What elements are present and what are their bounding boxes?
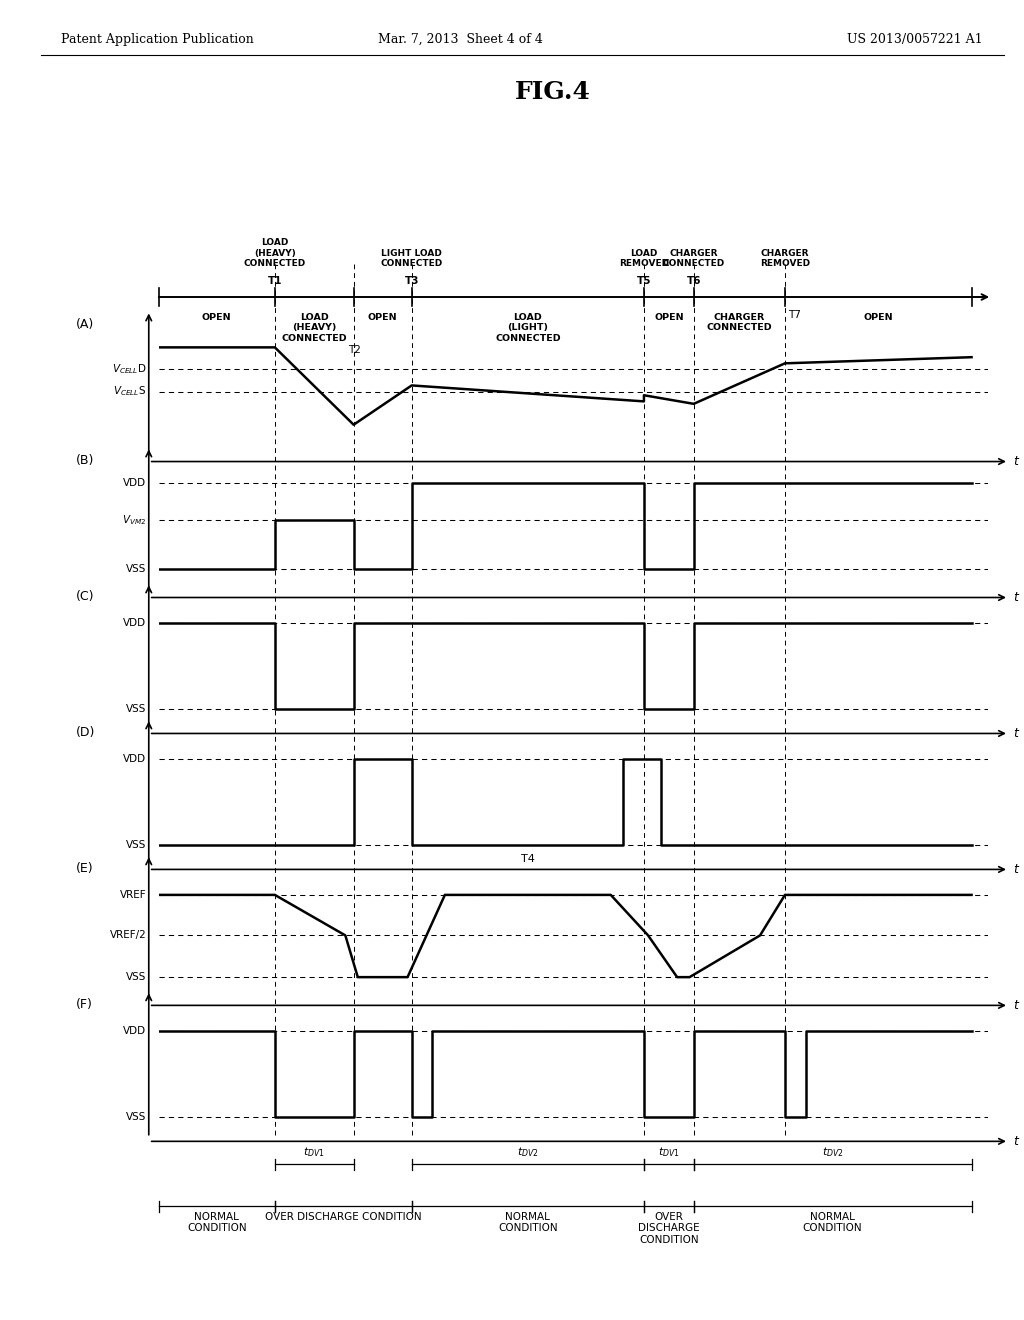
Text: t: t [1013,455,1018,469]
Text: LOAD
(HEAVY)
CONNECTED: LOAD (HEAVY) CONNECTED [244,238,306,268]
Text: OPEN: OPEN [654,313,684,322]
Text: T4: T4 [521,854,535,865]
Text: Patent Application Publication: Patent Application Publication [61,33,254,46]
Text: VDD: VDD [123,618,146,628]
Text: VSS: VSS [126,564,146,574]
Text: $t_{DV2}$: $t_{DV2}$ [517,1146,539,1159]
Text: Mar. 7, 2013  Sheet 4 of 4: Mar. 7, 2013 Sheet 4 of 4 [378,33,544,46]
Text: t: t [1013,727,1018,741]
Text: LIGHT LOAD
CONNECTED: LIGHT LOAD CONNECTED [381,248,442,268]
Text: t: t [1013,863,1018,876]
Text: CHARGER
CONNECTED: CHARGER CONNECTED [707,313,772,333]
Text: VSS: VSS [126,1111,146,1122]
Text: VREF/2: VREF/2 [110,931,146,940]
Text: VDD: VDD [123,1026,146,1036]
Text: (D): (D) [76,726,95,739]
Text: OPEN: OPEN [368,313,397,322]
Text: t: t [1013,1135,1018,1148]
Text: T7: T7 [788,310,801,321]
Text: VSS: VSS [126,704,146,714]
Text: (A): (A) [76,318,94,331]
Text: $t_{DV1}$: $t_{DV1}$ [303,1146,326,1159]
Text: US 2013/0057221 A1: US 2013/0057221 A1 [848,33,983,46]
Text: LOAD
REMOVED: LOAD REMOVED [618,248,669,268]
Text: t: t [1013,999,1018,1012]
Text: T5: T5 [637,276,651,286]
Text: OVER DISCHARGE CONDITION: OVER DISCHARGE CONDITION [265,1212,422,1222]
Text: $V_{CELL}$D: $V_{CELL}$D [112,363,146,376]
Text: (B): (B) [76,454,94,467]
Text: VSS: VSS [126,840,146,850]
Text: $V_{VM2}$: $V_{VM2}$ [122,513,146,527]
Text: T3: T3 [404,276,419,286]
Text: FIG.4: FIG.4 [515,81,591,104]
Text: (E): (E) [76,862,93,875]
Text: OPEN: OPEN [202,313,231,322]
Text: NORMAL
CONDITION: NORMAL CONDITION [803,1212,862,1233]
Text: (F): (F) [76,998,92,1011]
Text: LOAD
(HEAVY)
CONNECTED: LOAD (HEAVY) CONNECTED [282,313,347,343]
Text: VSS: VSS [126,972,146,982]
Text: NORMAL
CONDITION: NORMAL CONDITION [498,1212,558,1233]
Text: VDD: VDD [123,478,146,488]
Text: $t_{DV2}$: $t_{DV2}$ [821,1146,844,1159]
Text: T6: T6 [686,276,701,286]
Text: CHARGER
REMOVED: CHARGER REMOVED [760,248,810,268]
Text: VREF: VREF [120,890,146,900]
Text: LOAD
(LIGHT)
CONNECTED: LOAD (LIGHT) CONNECTED [495,313,560,343]
Text: t: t [1013,591,1018,605]
Text: VDD: VDD [123,754,146,764]
Text: (C): (C) [76,590,94,603]
Text: T2: T2 [348,345,361,355]
Text: T1: T1 [267,276,282,286]
Text: CHARGER
CONNECTED: CHARGER CONNECTED [663,248,725,268]
Text: $t_{DV1}$: $t_{DV1}$ [657,1146,680,1159]
Text: $V_{CELL}$S: $V_{CELL}$S [113,384,146,399]
Text: OVER
DISCHARGE
CONDITION: OVER DISCHARGE CONDITION [638,1212,699,1245]
Text: NORMAL
CONDITION: NORMAL CONDITION [187,1212,247,1233]
Text: OPEN: OPEN [863,313,893,322]
